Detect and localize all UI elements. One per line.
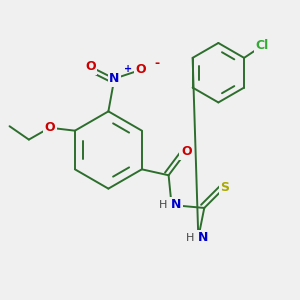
Text: N: N [171, 199, 181, 212]
Text: +: + [124, 64, 132, 74]
Text: O: O [181, 145, 192, 158]
Text: S: S [220, 181, 230, 194]
Text: H: H [186, 233, 194, 243]
Text: O: O [85, 60, 96, 73]
Text: N: N [109, 72, 119, 85]
Text: O: O [136, 63, 146, 76]
Text: H: H [159, 200, 167, 210]
Text: -: - [154, 57, 160, 70]
Text: Cl: Cl [255, 40, 268, 52]
Text: N: N [198, 231, 208, 244]
Text: O: O [44, 121, 55, 134]
